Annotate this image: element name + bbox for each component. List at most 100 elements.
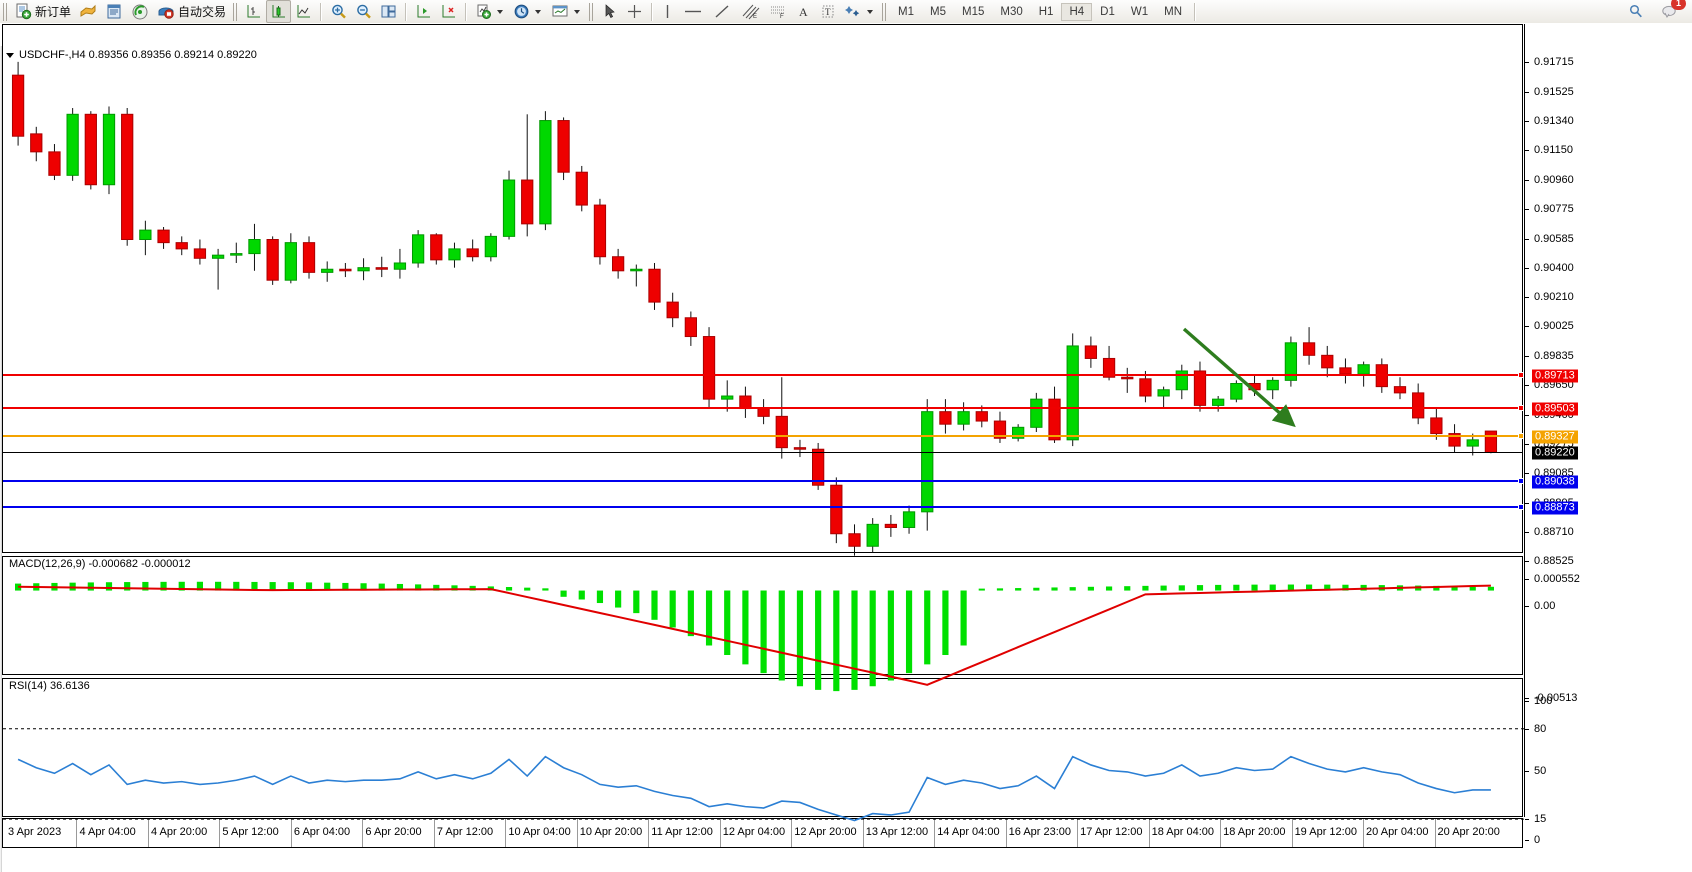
charts-button[interactable]	[75, 0, 101, 23]
search-button[interactable]	[1623, 0, 1649, 23]
zoom-out-button[interactable]	[351, 0, 376, 23]
price-label-resistance-2[interactable]: 0.89503	[1532, 402, 1578, 416]
price-label-support-2[interactable]: 0.88873	[1532, 501, 1578, 515]
level-anchor[interactable]	[1518, 477, 1524, 484]
level-line-pivot[interactable]	[3, 432, 1524, 439]
timeframe-m5[interactable]: M5	[930, 5, 946, 18]
fibonacci-tool-button[interactable]: F	[764, 0, 792, 23]
zoom-out-icon	[357, 4, 371, 19]
time-tick	[791, 819, 793, 847]
period-caret-icon[interactable]	[535, 9, 542, 14]
time-label: 11 Apr 12:00	[651, 826, 713, 838]
level-anchor[interactable]	[1518, 405, 1524, 412]
period-menu-button[interactable]	[509, 0, 547, 23]
price-candles-layer	[11, 61, 1498, 556]
symbol-header[interactable]: USDCHF-,H4 0.89356 0.89356 0.89214 0.892…	[6, 49, 257, 61]
mail-balloon-icon	[1662, 5, 1676, 18]
price-label-pivot[interactable]: 0.89327	[1532, 430, 1578, 444]
tile-windows-button[interactable]	[376, 0, 401, 23]
toolbar-separator-2	[405, 2, 408, 21]
timeframe-d1[interactable]: D1	[1100, 5, 1115, 18]
chart-shift-button[interactable]	[436, 0, 461, 23]
timeframe-mn[interactable]: MN	[1164, 5, 1182, 18]
timeframe-m15[interactable]: M15	[962, 5, 985, 18]
timeframe-h4[interactable]: H4	[1061, 2, 1093, 21]
price-tick: 0.90025	[1525, 320, 1574, 332]
macd-tick: 0.00	[1525, 600, 1555, 612]
time-label: 4 Apr 04:00	[79, 826, 136, 838]
line-chart-button[interactable]	[291, 0, 316, 23]
rsi-tick: 50	[1525, 765, 1546, 777]
market-watch-button[interactable]	[127, 0, 153, 23]
level-line-last-price[interactable]	[3, 452, 1523, 454]
time-tick	[433, 819, 435, 847]
objects-caret-icon[interactable]	[867, 9, 874, 14]
bar-chart-button[interactable]	[241, 0, 266, 23]
time-label: 10 Apr 20:00	[579, 826, 643, 838]
candlestick-chart-button[interactable]	[266, 0, 292, 23]
level-anchor[interactable]	[1518, 503, 1524, 510]
autotrading-button[interactable]: 自动交易	[153, 0, 230, 23]
zoom-in-button[interactable]	[326, 0, 351, 23]
time-label: 18 Apr 20:00	[1223, 826, 1286, 838]
cursor-tool-button[interactable]	[597, 0, 622, 23]
terminal-button[interactable]	[101, 0, 127, 23]
line-chart-icon	[297, 5, 311, 18]
toolbar-separator-1	[320, 2, 323, 21]
toolbar-grip-4[interactable]	[882, 2, 889, 21]
toolbar-grip-2[interactable]	[233, 2, 240, 21]
text-label-tool-button[interactable]: T	[816, 0, 840, 23]
timeframe-w1[interactable]: W1	[1130, 5, 1149, 18]
level-anchor[interactable]	[1518, 372, 1524, 379]
left-scroll-strip[interactable]	[0, 46, 2, 872]
level-anchor[interactable]	[1518, 432, 1524, 439]
signal-wave-icon	[132, 4, 148, 20]
price-label-support-1[interactable]: 0.89038	[1532, 475, 1578, 489]
price-label-last-price[interactable]: 0.89220	[1532, 446, 1578, 460]
channel-icon: E	[742, 4, 760, 20]
level-line-resistance-1[interactable]	[3, 372, 1524, 379]
time-tick	[362, 819, 364, 847]
new-order-label: 新订单	[35, 5, 72, 19]
time-label: 6 Apr 20:00	[365, 826, 422, 838]
rsi-pane[interactable]: RSI(14) 36.6136	[2, 678, 1523, 817]
macd-plot-layer	[15, 581, 1494, 692]
horizontal-line-tool-button[interactable]	[678, 0, 708, 23]
time-label: 17 Apr 12:00	[1080, 826, 1143, 838]
down-arrow-annotation[interactable]	[1178, 323, 1338, 453]
chart-container[interactable]: MACD(12,26,9) -0.000682 -0.000012 RSI(14…	[0, 23, 1692, 872]
templates-menu-button[interactable]	[547, 0, 586, 23]
chart-menu-caret-icon[interactable]	[6, 52, 14, 58]
timeframe-m1[interactable]: M1	[898, 5, 915, 18]
vertical-line-tool-button[interactable]	[657, 0, 678, 23]
price-label-resistance-1[interactable]: 0.89713	[1532, 369, 1578, 383]
timeframe-h1[interactable]: H1	[1038, 5, 1054, 18]
notifications-button[interactable]: 1	[1657, 0, 1686, 23]
timeframe-m30[interactable]: M30	[1000, 5, 1023, 18]
indicators-caret-icon[interactable]	[497, 9, 504, 14]
toolbar-grip-3[interactable]	[589, 2, 596, 21]
price-scale[interactable]: 0.91715 0.91525 0.91340 0.91150 0.90960 0.907…	[1524, 24, 1692, 846]
objects-menu-button[interactable]	[840, 0, 879, 23]
equidistant-channel-button[interactable]: E	[736, 0, 764, 23]
macd-tick: 0.000552	[1525, 573, 1580, 585]
text-tool-button[interactable]: A	[792, 0, 816, 23]
indicators-menu-button[interactable]	[471, 0, 509, 23]
time-tick	[219, 819, 221, 847]
toolbar-grip[interactable]	[3, 2, 9, 21]
crosshair-tool-button[interactable]	[622, 0, 647, 23]
level-line-resistance-2[interactable]	[3, 405, 1524, 412]
trendline-tool-button[interactable]	[708, 0, 736, 23]
time-scale[interactable]: 3 Apr 2023 4 Apr 04:00 4 Apr 20:00 5 Apr 12…	[2, 818, 1523, 848]
new-order-button[interactable]: 新订单	[11, 0, 75, 23]
price-pane[interactable]	[2, 24, 1523, 553]
new-order-icon	[16, 3, 32, 20]
time-tick	[505, 819, 507, 847]
timeframe-group: M1 M5 M15 M30 H1 H4 D1 W1 MN	[890, 2, 1190, 21]
time-label: 10 Apr 04:00	[508, 826, 571, 838]
autoscroll-button[interactable]	[411, 0, 436, 23]
level-line-support-1[interactable]	[3, 477, 1524, 484]
time-label: 6 Apr 04:00	[293, 826, 351, 838]
templates-caret-icon[interactable]	[574, 9, 581, 14]
level-line-support-2[interactable]	[3, 503, 1524, 510]
